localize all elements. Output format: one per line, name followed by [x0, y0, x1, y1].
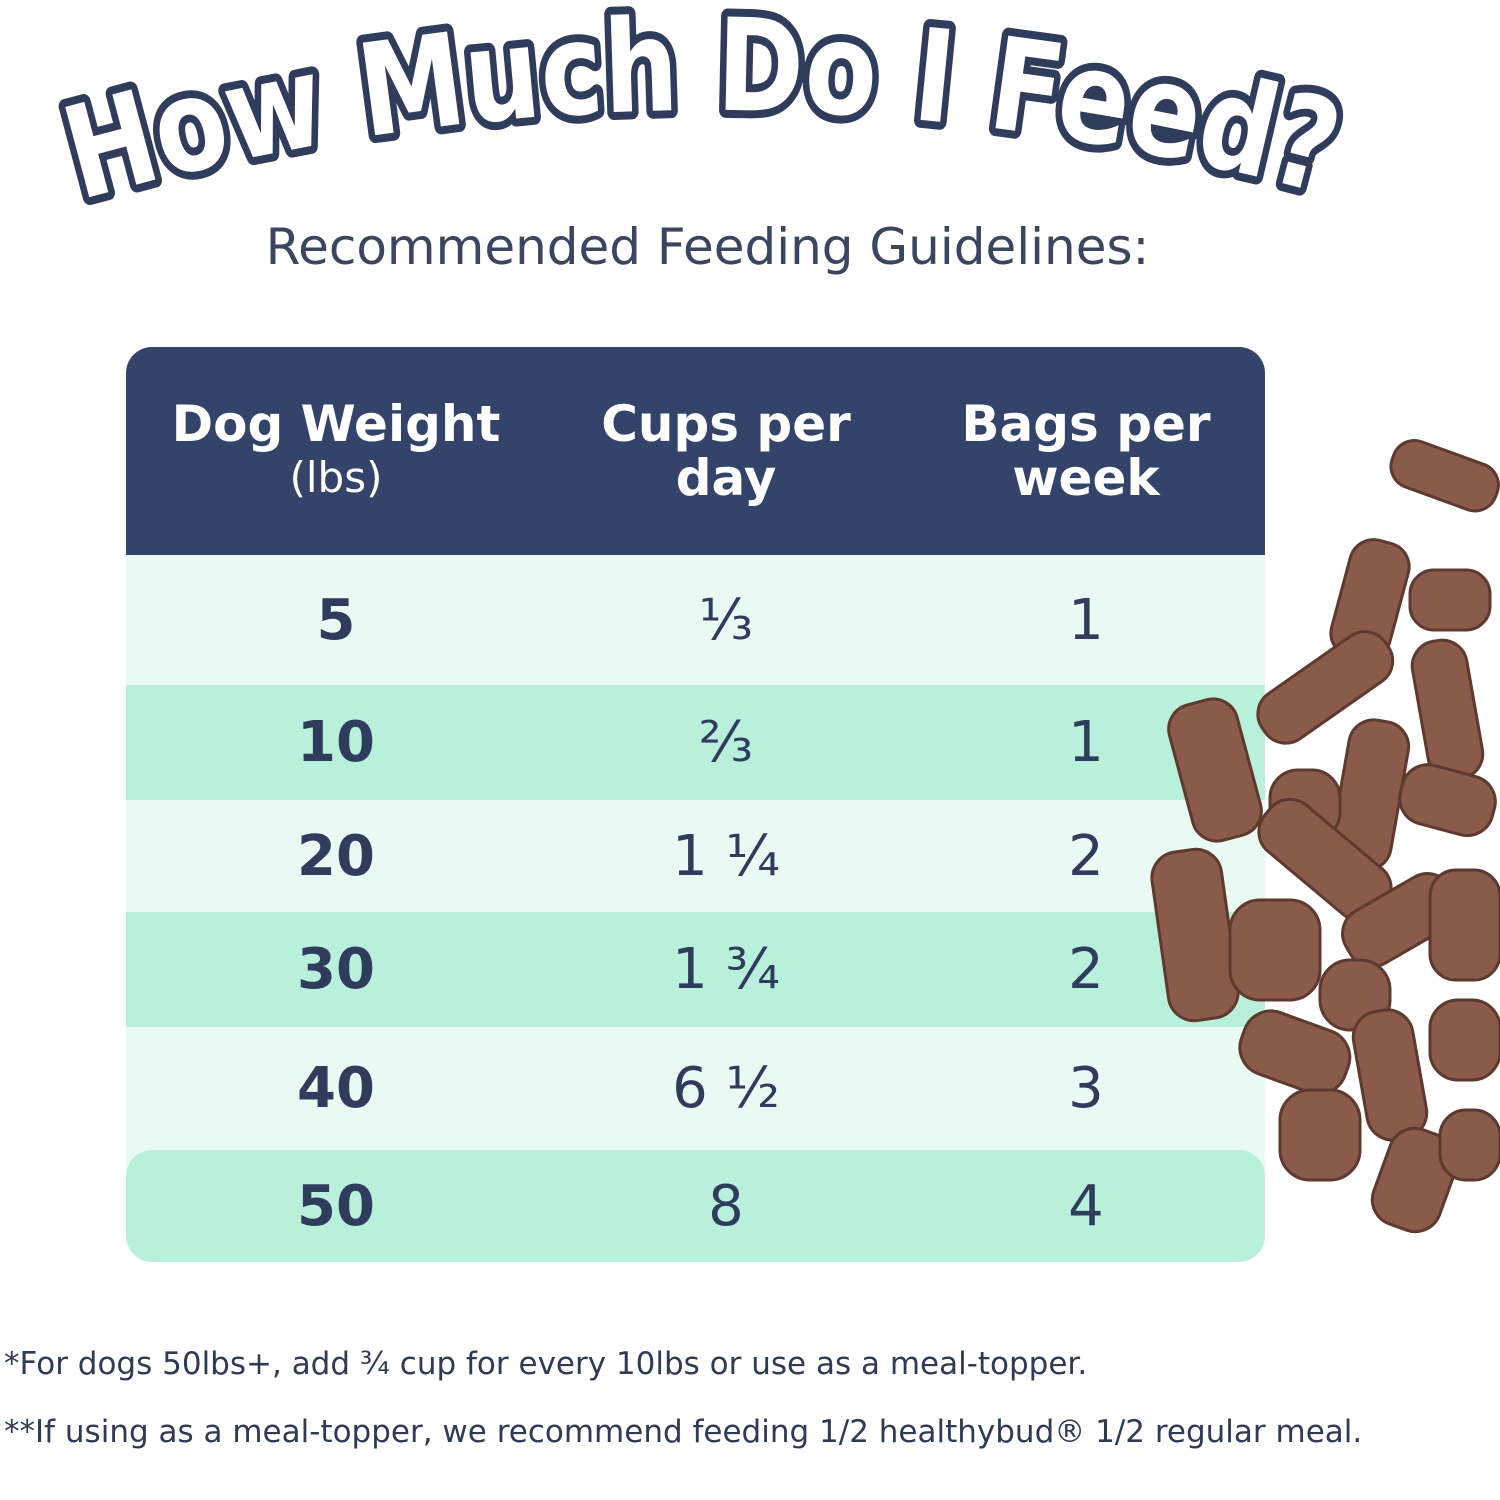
table-header: Dog Weight (lbs) Cups per day Bags per week	[126, 347, 1265, 555]
table-row: 40 6 ½ 3	[126, 1027, 1265, 1150]
table-cell: ⅓	[698, 587, 754, 653]
table-cell: 8	[708, 1173, 744, 1239]
table-cell: 2	[1068, 823, 1104, 889]
table-cell: 20	[297, 823, 375, 889]
column-label: Dog Weight	[171, 395, 501, 453]
table-cell: 5	[316, 587, 356, 653]
table-cell: 4	[1068, 1173, 1104, 1239]
title-graphic: How Much Do I Feed?	[42, 0, 1362, 230]
table-row: 10 ⅔ 1	[126, 685, 1265, 800]
kibble-image	[1150, 439, 1500, 1234]
table-cell: 6 ½	[672, 1056, 780, 1121]
table-row: 20 1 ¼ 2	[126, 800, 1265, 912]
table-cell: 1	[1068, 587, 1104, 653]
table-row: 5 ⅓ 1	[126, 555, 1265, 685]
column-unit: (lbs)	[289, 453, 383, 502]
table-cell: 1 ¾	[672, 937, 780, 1002]
table-row: 50 8 4	[126, 1150, 1265, 1262]
title-text: How Much Do I Feed?	[42, 0, 1362, 230]
column-label: Bags per week	[961, 395, 1211, 507]
table-row: 30 1 ¾ 2	[126, 912, 1265, 1027]
feeding-table: Dog Weight (lbs) Cups per day Bags per week…	[126, 347, 1265, 1262]
table-cell: 40	[297, 1056, 375, 1121]
table-cell: 2	[1068, 937, 1104, 1002]
table-cell: 30	[297, 937, 375, 1002]
table-cell: 10	[297, 710, 375, 775]
column-header: Dog Weight (lbs)	[156, 347, 516, 555]
column-header: Cups per day	[556, 347, 896, 555]
table-cell: 1	[1068, 710, 1104, 775]
footnote: *For dogs 50lbs+, add ¾ cup for every 10…	[4, 1346, 1088, 1382]
column-label: Cups per day	[601, 395, 851, 507]
table-cell: ⅔	[698, 710, 754, 775]
footnote: **If using as a meal-topper, we recommen…	[4, 1414, 1363, 1450]
column-header: Bags per week	[906, 347, 1265, 555]
subtitle: Recommended Feeding Guidelines:	[265, 218, 1150, 276]
table-cell: 3	[1068, 1056, 1104, 1121]
table-cell: 50	[297, 1173, 375, 1239]
table-cell: 1 ¼	[672, 823, 780, 889]
title: How Much Do I Feed?	[50, 0, 1354, 230]
